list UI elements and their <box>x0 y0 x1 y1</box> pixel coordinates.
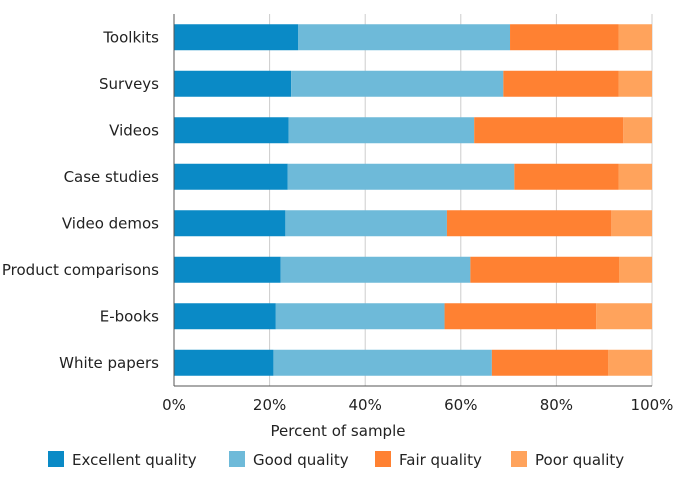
bar-segment <box>608 349 652 376</box>
bar-segment <box>174 303 276 330</box>
bar-segment <box>174 210 286 237</box>
bar-segment <box>174 349 274 376</box>
legend-swatch <box>375 451 391 467</box>
y-tick-label: White papers <box>59 354 159 372</box>
x-axis-title: Percent of sample <box>271 422 406 440</box>
bar-segment <box>280 256 471 283</box>
y-tick-label: Case studies <box>64 168 160 186</box>
bar-segment <box>474 117 624 144</box>
bars <box>174 24 652 376</box>
bar-segment <box>174 256 281 283</box>
bar-segment <box>596 303 652 330</box>
y-tick-label: Surveys <box>99 75 159 93</box>
legend-swatch <box>48 451 64 467</box>
bar-segment <box>285 210 447 237</box>
y-tick-label: Video demos <box>62 214 159 232</box>
y-tick-label: Product comparisons <box>2 261 159 279</box>
bar-segment <box>618 24 652 51</box>
bar-segment <box>623 117 652 144</box>
legend-label: Fair quality <box>399 451 482 469</box>
grid-lines <box>173 14 653 386</box>
legend-swatch <box>229 451 245 467</box>
x-tick-label: 100% <box>631 396 674 414</box>
bar-segment <box>470 256 620 283</box>
x-tick-label: 20% <box>253 396 286 414</box>
legend-label: Excellent quality <box>72 451 197 469</box>
bar-segment <box>287 163 515 190</box>
axes: 0% 20% 40% 60% 80% 100% Toolkits Surveys Videos C… <box>2 14 674 440</box>
bar-segment <box>273 349 492 376</box>
bar-segment <box>510 24 619 51</box>
y-tick-label: E-books <box>100 307 159 325</box>
bar-segment <box>174 24 299 51</box>
bar-segment <box>618 163 652 190</box>
x-tick-label: 60% <box>444 396 477 414</box>
bar-segment <box>514 163 619 190</box>
bar-segment <box>174 163 288 190</box>
bar-segment <box>611 210 652 237</box>
legend-label: Poor quality <box>535 451 624 469</box>
bar-segment <box>491 349 609 376</box>
bar-segment <box>174 70 292 97</box>
bar-segment <box>444 303 597 330</box>
bar-segment <box>503 70 619 97</box>
bar-segment <box>446 210 612 237</box>
x-tick-label: 0% <box>162 396 186 414</box>
x-tick-label: 80% <box>540 396 573 414</box>
bar-segment <box>288 117 475 144</box>
x-tick-label: 40% <box>349 396 382 414</box>
bar-segment <box>275 303 445 330</box>
y-tick-label: Toolkits <box>102 28 159 46</box>
bar-segment <box>174 117 289 144</box>
y-tick-label: Videos <box>109 121 159 139</box>
legend-label: Good quality <box>253 451 349 469</box>
bar-segment <box>619 256 652 283</box>
bar-segment <box>298 24 511 51</box>
legend-swatch <box>511 451 527 467</box>
bar-segment <box>291 70 504 97</box>
legend: Excellent quality Good quality Fair qualit… <box>48 451 624 469</box>
bar-segment <box>618 70 652 97</box>
